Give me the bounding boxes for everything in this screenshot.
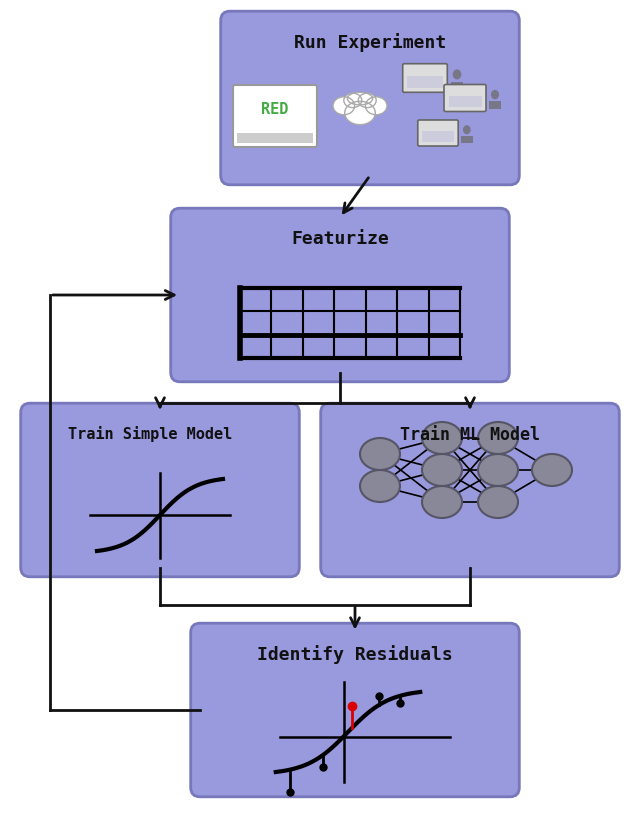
Ellipse shape — [360, 470, 400, 502]
FancyBboxPatch shape — [191, 624, 519, 796]
Text: Featurize: Featurize — [291, 231, 389, 248]
FancyArrow shape — [489, 102, 501, 108]
Ellipse shape — [478, 486, 518, 518]
Bar — [407, 76, 443, 88]
Bar — [449, 96, 481, 107]
Ellipse shape — [478, 422, 518, 454]
FancyBboxPatch shape — [171, 208, 509, 382]
Ellipse shape — [478, 454, 518, 486]
FancyBboxPatch shape — [233, 85, 317, 147]
Bar — [422, 131, 454, 141]
FancyBboxPatch shape — [418, 120, 458, 146]
Ellipse shape — [360, 438, 400, 470]
Ellipse shape — [422, 422, 462, 454]
Ellipse shape — [358, 93, 376, 108]
FancyBboxPatch shape — [444, 84, 486, 112]
Text: Train ML Model: Train ML Model — [400, 426, 540, 443]
Ellipse shape — [365, 97, 387, 115]
Text: Train Simple Model: Train Simple Model — [68, 427, 232, 442]
Text: Run Experiment: Run Experiment — [294, 33, 446, 52]
Ellipse shape — [463, 125, 470, 134]
Ellipse shape — [344, 93, 362, 108]
Ellipse shape — [422, 454, 462, 486]
FancyBboxPatch shape — [321, 404, 620, 576]
Text: RED: RED — [261, 103, 289, 117]
Ellipse shape — [333, 97, 355, 115]
Ellipse shape — [452, 69, 461, 79]
Ellipse shape — [532, 454, 572, 486]
FancyBboxPatch shape — [221, 12, 519, 184]
FancyArrow shape — [461, 136, 472, 143]
Text: Identify Residuals: Identify Residuals — [257, 645, 453, 664]
Ellipse shape — [422, 486, 462, 518]
Ellipse shape — [491, 90, 499, 99]
FancyBboxPatch shape — [403, 64, 447, 93]
Ellipse shape — [345, 101, 375, 125]
FancyBboxPatch shape — [20, 404, 300, 576]
Bar — [237, 133, 313, 143]
Ellipse shape — [348, 93, 372, 105]
FancyArrow shape — [451, 82, 463, 89]
